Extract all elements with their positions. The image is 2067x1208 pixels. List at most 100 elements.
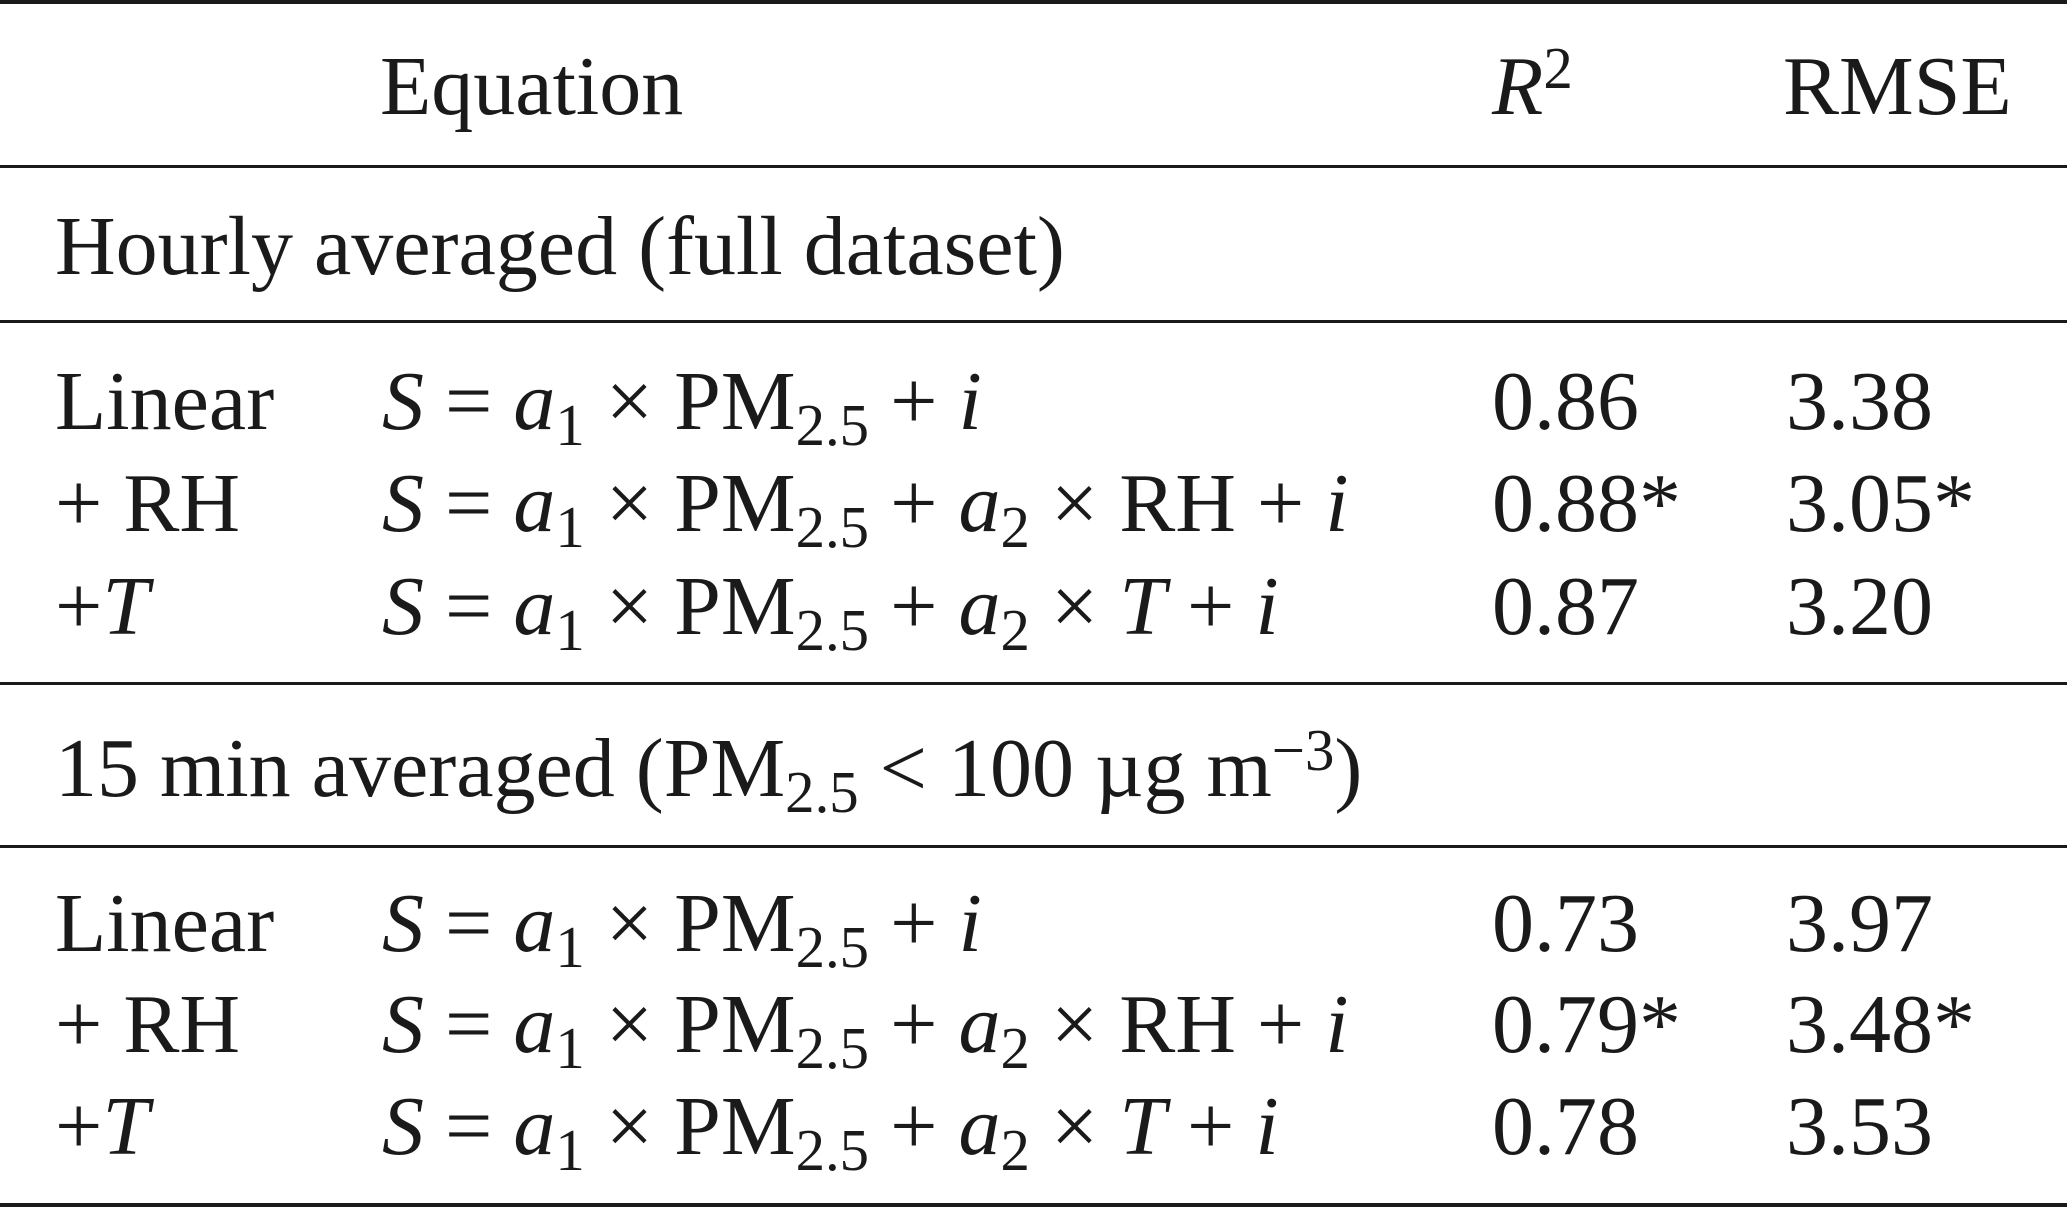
s2-row3-r2: 0.78: [1492, 1080, 1639, 1173]
eq-intercept: i: [1325, 457, 1349, 550]
section1-title: Hourly averaged (full dataset): [55, 200, 1065, 293]
s1-row1-r2: 0.86: [1492, 355, 1639, 448]
eq-lhs: S: [382, 355, 424, 448]
section2-title-mid: < 100 µg m: [858, 722, 1272, 815]
eq-coef-sub: 1: [555, 1016, 585, 1082]
eq-plus2: +: [1165, 1080, 1256, 1173]
s2-row3-rmse: 3.53: [1786, 1080, 1933, 1173]
eq-intercept: i: [958, 355, 982, 448]
s2-row3-name: +T: [55, 1085, 149, 1169]
s1-row3-name-var: T: [102, 560, 150, 653]
eq-intercept: i: [958, 877, 982, 970]
eq-plus2: +: [1235, 457, 1326, 550]
header-r2-base: R: [1492, 40, 1544, 133]
header-r2: R2: [1492, 39, 1573, 129]
eq-coef-sub: 1: [555, 915, 585, 981]
s2-row3-name-var: T: [102, 1080, 150, 1173]
eq-extra-var: T: [1119, 1080, 1166, 1173]
section2-title-sub: 2.5: [785, 760, 859, 826]
eq-equals: =: [424, 978, 514, 1071]
eq-pm-sub: 2.5: [795, 1016, 870, 1082]
eq-coef: a: [513, 978, 556, 1071]
eq-coef: a: [513, 560, 556, 653]
eq-plus2: +: [1235, 978, 1326, 1071]
eq-pm: PM: [674, 978, 796, 1071]
s2-row1-rmse: 3.97: [1786, 877, 1933, 970]
eq-times2: ×: [1029, 978, 1120, 1071]
eq-lhs: S: [382, 978, 424, 1071]
eq-times2: ×: [1029, 1080, 1120, 1173]
eq-coef-sub: 1: [555, 598, 585, 664]
s2-row2-equation: S = a1 × PM2.5 + a2 × RH + i: [382, 983, 1349, 1079]
eq-intercept: i: [1325, 978, 1349, 1071]
s2-row2-rmse: 3.48*: [1786, 978, 1975, 1071]
section1-end-rule: [0, 682, 2067, 685]
eq-equals: =: [424, 1080, 514, 1173]
eq-coef2-sub: 2: [1000, 1118, 1030, 1184]
eq-lhs: S: [382, 560, 424, 653]
eq-times: ×: [584, 560, 675, 653]
eq-lhs: S: [382, 877, 424, 970]
section2-title-post: ): [1334, 722, 1363, 815]
eq-coef2: a: [958, 457, 1001, 550]
s2-row2-r2: 0.79*: [1492, 978, 1681, 1071]
eq-times: ×: [584, 978, 675, 1071]
eq-equals: =: [424, 560, 514, 653]
s1-row2-r2: 0.88*: [1492, 457, 1681, 550]
eq-intercept: i: [1255, 1080, 1279, 1173]
eq-coef: a: [513, 1080, 556, 1173]
eq-lhs: S: [382, 1080, 424, 1173]
eq-times: ×: [584, 457, 675, 550]
header-rule: [0, 165, 2067, 168]
eq-coef2-sub: 2: [1000, 495, 1030, 561]
eq-coef2: a: [958, 560, 1001, 653]
eq-intercept: i: [1255, 560, 1279, 653]
section1-title-rule: [0, 320, 2067, 323]
s1-row1-equation: S = a1 × PM2.5 + i: [382, 360, 982, 456]
s2-row2-name: + RH: [55, 978, 241, 1071]
eq-plus: +: [869, 560, 959, 653]
top-rule: [0, 0, 2067, 4]
eq-pm-sub: 2.5: [795, 393, 870, 459]
s1-row3-r2: 0.87: [1492, 560, 1639, 653]
eq-coef2: a: [958, 1080, 1001, 1173]
s1-row3-equation: S = a1 × PM2.5 + a2 × T + i: [382, 565, 1279, 661]
eq-extra-var: RH: [1119, 457, 1236, 550]
eq-extra-var: RH: [1119, 978, 1236, 1071]
bottom-rule: [0, 1203, 2067, 1207]
s1-row2-equation: S = a1 × PM2.5 + a2 × RH + i: [382, 462, 1349, 558]
eq-pm: PM: [674, 1080, 796, 1173]
s1-row3-name: +T: [55, 565, 149, 649]
eq-pm: PM: [674, 355, 796, 448]
eq-lhs: S: [382, 457, 424, 550]
header-r2-sup: 2: [1543, 35, 1573, 101]
eq-pm-sub: 2.5: [795, 598, 870, 664]
eq-plus: +: [869, 1080, 959, 1173]
s2-row1-name: Linear: [55, 877, 275, 970]
section2-title-pre: 15 min averaged (PM: [55, 722, 786, 815]
eq-pm-sub: 2.5: [795, 1118, 870, 1184]
s1-row1-rmse: 3.38: [1786, 355, 1933, 448]
eq-equals: =: [424, 355, 514, 448]
s2-row1-r2: 0.73: [1492, 877, 1639, 970]
eq-coef2-sub: 2: [1000, 598, 1030, 664]
s2-row1-equation: S = a1 × PM2.5 + i: [382, 882, 982, 978]
section2-title-sup: −3: [1271, 717, 1335, 783]
s1-row1-name: Linear: [55, 355, 275, 448]
eq-times2: ×: [1029, 457, 1120, 550]
eq-equals: =: [424, 457, 514, 550]
section2-title: 15 min averaged (PM2.5 < 100 µg m−3): [55, 721, 1362, 823]
eq-times2: ×: [1029, 560, 1120, 653]
eq-pm-sub: 2.5: [795, 915, 870, 981]
eq-coef-sub: 1: [555, 393, 585, 459]
eq-pm: PM: [674, 560, 796, 653]
eq-coef: a: [513, 355, 556, 448]
eq-pm: PM: [674, 457, 796, 550]
eq-coef2: a: [958, 978, 1001, 1071]
eq-coef2-sub: 2: [1000, 1016, 1030, 1082]
eq-plus: +: [869, 457, 959, 550]
eq-plus: +: [869, 355, 959, 448]
eq-coef-sub: 1: [555, 495, 585, 561]
s1-row3-name-plus: +: [55, 560, 103, 653]
section2-title-rule: [0, 845, 2067, 848]
